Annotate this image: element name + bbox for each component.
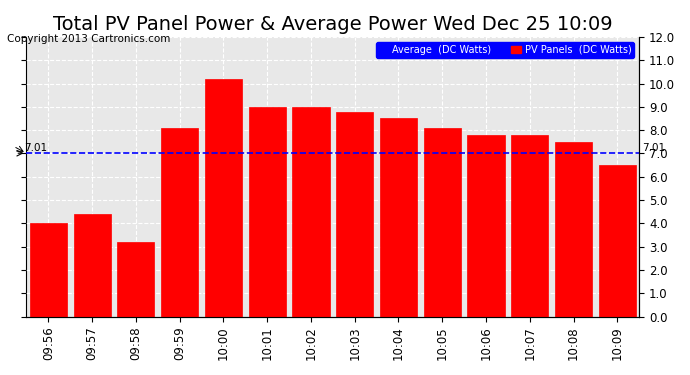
Bar bbox=[205, 79, 242, 316]
Bar bbox=[336, 111, 373, 316]
Text: 7.01: 7.01 bbox=[642, 143, 665, 153]
Bar bbox=[248, 107, 286, 316]
Bar bbox=[293, 107, 330, 316]
Bar bbox=[555, 142, 592, 316]
Bar bbox=[467, 135, 504, 316]
Bar bbox=[117, 242, 155, 316]
Legend: Average  (DC Watts), PV Panels  (DC Watts): Average (DC Watts), PV Panels (DC Watts) bbox=[376, 42, 634, 58]
Text: 7.01: 7.01 bbox=[23, 143, 47, 153]
Title: Total PV Panel Power & Average Power Wed Dec 25 10:09: Total PV Panel Power & Average Power Wed… bbox=[53, 15, 613, 34]
Bar bbox=[511, 135, 549, 316]
Bar bbox=[30, 224, 67, 316]
Bar bbox=[424, 128, 461, 316]
Bar bbox=[74, 214, 110, 316]
Bar bbox=[380, 118, 417, 316]
Bar bbox=[161, 128, 198, 316]
Bar bbox=[599, 165, 636, 316]
Text: Copyright 2013 Cartronics.com: Copyright 2013 Cartronics.com bbox=[7, 34, 170, 44]
